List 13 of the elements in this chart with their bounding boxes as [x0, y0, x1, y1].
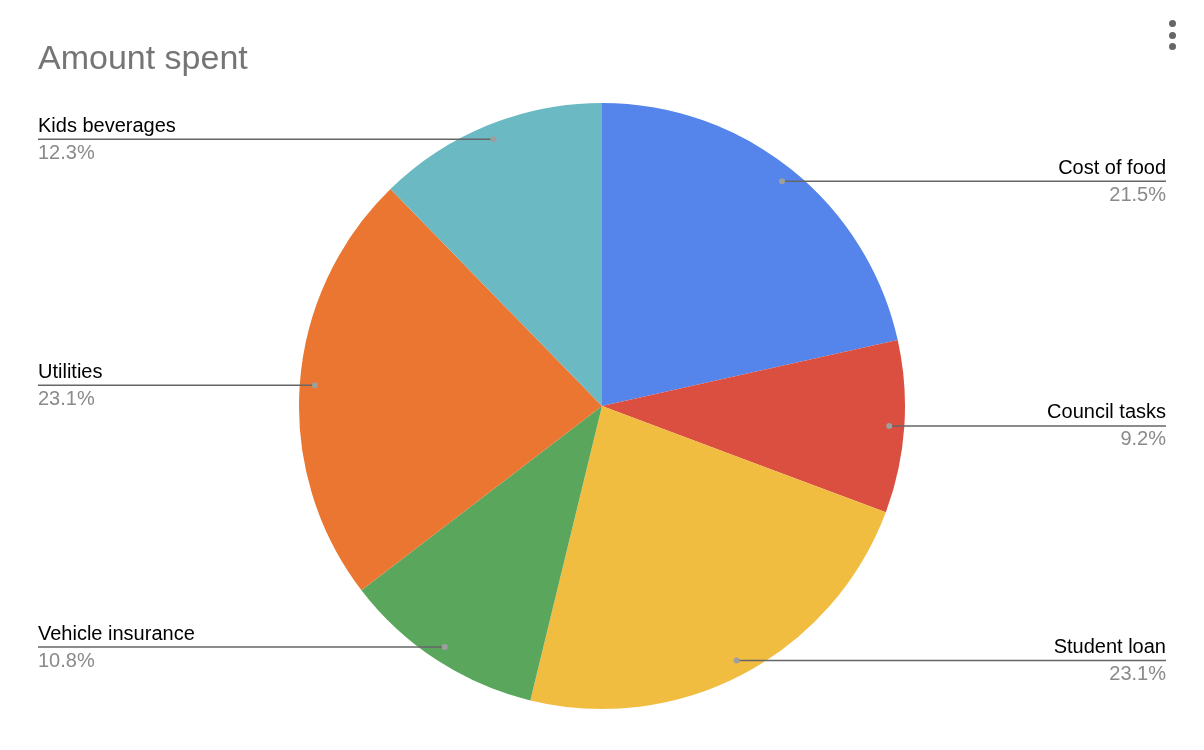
- slice-label: Student loan: [1053, 634, 1166, 657]
- data-label: 21.5%: [1109, 182, 1167, 205]
- slice-label: Kids beverages: [38, 113, 176, 136]
- data-label: 12.3%: [38, 140, 95, 163]
- slice-label: Vehicle insurance: [38, 621, 195, 644]
- slice-label: Council tasks: [1047, 400, 1166, 423]
- slice-label: Cost of food: [1058, 155, 1166, 178]
- data-label: 9.2%: [1120, 427, 1167, 450]
- slice-label: Utilities: [38, 359, 103, 382]
- data-label: 23.1%: [38, 386, 95, 409]
- chart-title: Amount spent: [38, 38, 248, 77]
- data-label: 10.8%: [38, 648, 95, 671]
- data-label: 23.1%: [1109, 661, 1167, 684]
